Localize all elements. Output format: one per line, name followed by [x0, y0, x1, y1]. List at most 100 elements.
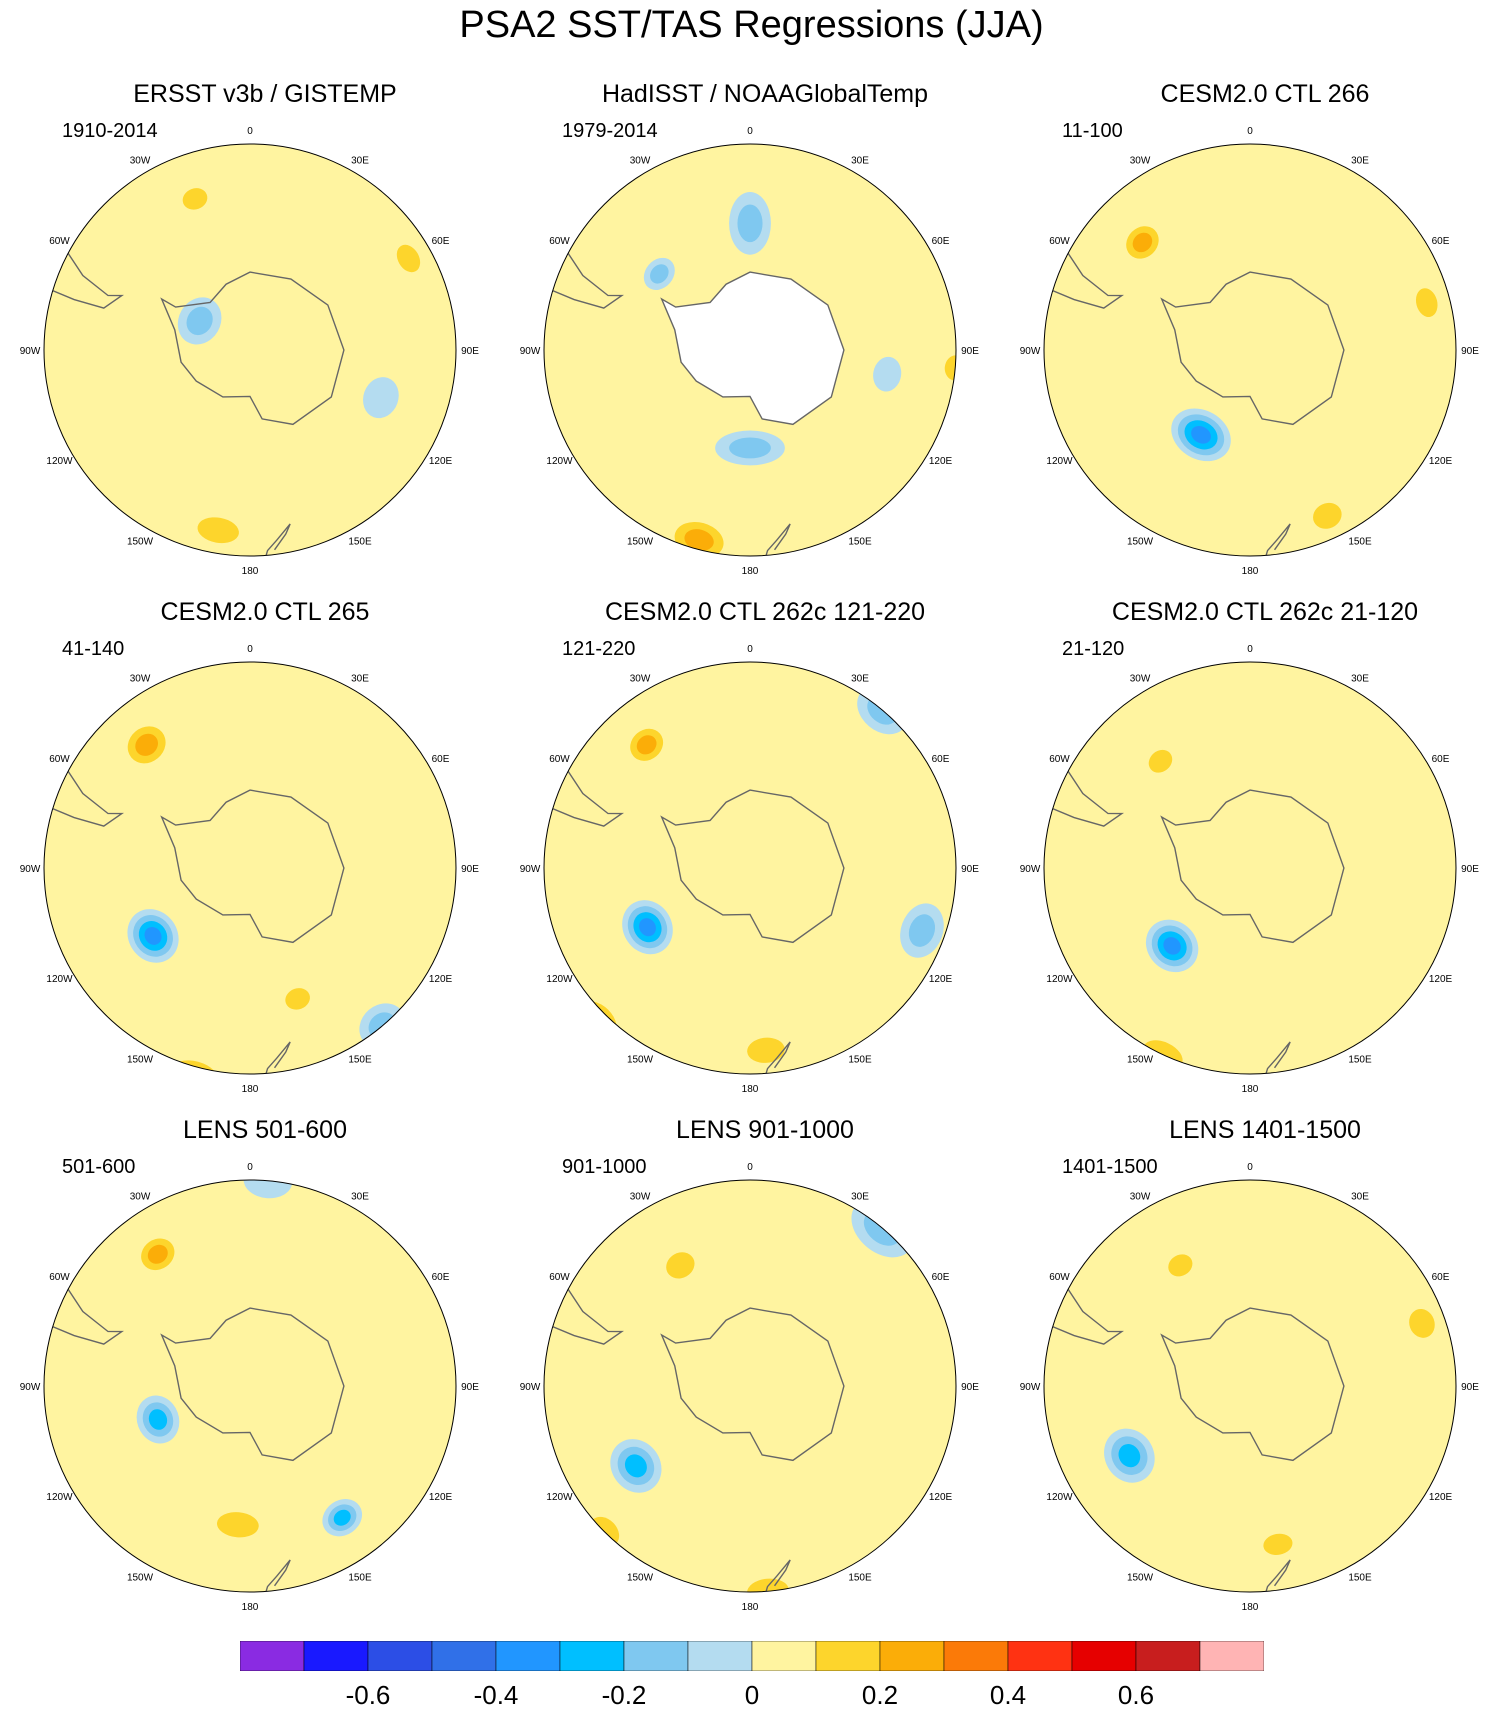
longitude-label: 90W	[1020, 864, 1041, 875]
longitude-label: 120E	[1429, 1492, 1453, 1503]
longitude-label: 60W	[549, 236, 570, 247]
longitude-label: 30W	[130, 673, 151, 684]
anomaly-contour	[1409, 1309, 1435, 1338]
longitude-label: 180	[242, 1602, 259, 1613]
longitude-label: 60W	[49, 236, 70, 247]
polar-map: 0 30E 60E 90E 120E 150E 180 150W 120W 90W 60W 30W	[1020, 126, 1480, 577]
colorbar-swatch	[687, 1641, 753, 1671]
anomaly-contour	[363, 377, 399, 419]
longitude-label: 120W	[1046, 1492, 1073, 1503]
polar-map: 0 30E 60E 90E 120E 150E 180 150W 120W 90W 60W 30W	[520, 644, 980, 1095]
continent-coastline	[1044, 227, 1124, 309]
panel-title: CESM2.0 CTL 266	[1160, 80, 1370, 108]
longitude-label: 150W	[127, 1573, 154, 1584]
anomaly-contour	[148, 1409, 168, 1430]
anomaly-contour	[135, 733, 159, 756]
continent-coastline	[823, 1142, 901, 1174]
polar-map: 0 30E 60E 90E 120E 150E 180 150W 120W 90W 60W 30W	[20, 1162, 480, 1613]
antarctica-coastline	[1160, 1307, 1345, 1462]
longitude-label: 60E	[932, 1272, 950, 1283]
map-panel: CESM2.0 CTL 266 11-100 0 30E 60E 90E 120E 150E 1…	[1020, 80, 1500, 590]
panel-title: ERSST v3b / GISTEMP	[133, 80, 397, 108]
longitude-label: 120W	[1046, 456, 1073, 467]
longitude-label: 30W	[630, 673, 651, 684]
longitude-label: 60W	[49, 1272, 70, 1283]
panel-title: CESM2.0 CTL 262c 121-220	[604, 598, 926, 626]
anomaly-contour	[873, 356, 902, 392]
antarctica-coastline	[160, 271, 345, 426]
longitude-label: 150E	[848, 1055, 872, 1066]
map-border	[543, 661, 957, 1075]
anomaly-contour	[908, 914, 936, 947]
longitude-label: 120E	[929, 456, 953, 467]
colorbar-swatch	[879, 1641, 945, 1671]
panel-period: 11-100	[1062, 120, 1123, 142]
polar-map: 0 30E 60E 90E 120E 150E 180 150W 120W 90W 60W 30W	[520, 126, 980, 577]
longitude-label: 90W	[520, 1382, 541, 1393]
longitude-label: 0	[1247, 1162, 1253, 1173]
map-border	[1043, 661, 1457, 1075]
map-panel: HadISST / NOAAGlobalTemp 1979-2014 0 30E 60E…	[520, 80, 1000, 590]
longitude-label: 30W	[1130, 673, 1151, 684]
anomaly-contour	[737, 204, 763, 243]
longitude-label: 150E	[348, 537, 372, 548]
map-background	[44, 144, 456, 556]
continent-coastline	[1323, 1142, 1401, 1174]
continent-coastline	[263, 1041, 291, 1074]
longitude-label: 90W	[1020, 346, 1041, 357]
longitude-label: 120E	[929, 974, 953, 985]
longitude-label: 90E	[461, 864, 479, 875]
longitude-label: 120W	[46, 456, 73, 467]
anomaly-contour	[144, 926, 162, 945]
longitude-label: 60E	[432, 754, 450, 765]
longitude-label: 180	[742, 1602, 759, 1613]
antarctica-coastline	[660, 789, 845, 944]
colorbar-swatch	[815, 1641, 881, 1671]
continent-coastline	[323, 106, 401, 138]
colorbar-tick-label: 0.2	[861, 1680, 899, 1710]
longitude-label: 180	[742, 566, 759, 577]
longitude-label: 30E	[351, 673, 369, 684]
polar-map: 0 30E 60E 90E 120E 150E 180 150W 120W 90W 60W 30W	[20, 644, 480, 1095]
longitude-label: 180	[1242, 566, 1259, 577]
anomaly-contour	[0, 864, 15, 916]
longitude-label: 150E	[1348, 1573, 1372, 1584]
anomaly-contour	[1132, 232, 1153, 253]
panel-period: 121-220	[562, 638, 636, 660]
anomaly-contour	[333, 1509, 351, 1526]
longitude-label: 30E	[851, 1191, 869, 1202]
colorbar-swatch	[1007, 1641, 1073, 1671]
longitude-label: 60W	[1049, 236, 1070, 247]
longitude-label: 150W	[1127, 1055, 1154, 1066]
longitude-label: 60E	[1432, 1272, 1450, 1283]
longitude-label: 120W	[546, 456, 573, 467]
anomaly-contour	[650, 264, 669, 284]
longitude-label: 60E	[932, 236, 950, 247]
longitude-label: 30E	[1351, 155, 1369, 166]
colorbar-swatch	[367, 1641, 433, 1671]
longitude-label: 150W	[1127, 1573, 1154, 1584]
anomaly-contour	[684, 529, 714, 551]
figure-title: PSA2 SST/TAS Regressions (JJA)	[459, 4, 1044, 46]
longitude-label: 60E	[932, 754, 950, 765]
longitude-label: 90E	[961, 864, 979, 875]
longitude-label: 120E	[1429, 456, 1453, 467]
panel-title: CESM2.0 CTL 265	[160, 598, 370, 626]
longitude-label: 60E	[432, 1272, 450, 1283]
longitude-label: 180	[742, 1084, 759, 1095]
continent-coastline	[263, 1559, 291, 1592]
longitude-label: 30E	[851, 673, 869, 684]
longitude-label: 120W	[46, 974, 73, 985]
map-border	[1043, 1179, 1457, 1593]
longitude-label: 0	[247, 126, 253, 137]
map-border	[43, 1179, 457, 1593]
anomaly-contour	[0, 879, 4, 901]
anomaly-contour	[147, 1244, 168, 1264]
panel-title: HadISST / NOAAGlobalTemp	[601, 80, 929, 108]
longitude-label: 180	[242, 1084, 259, 1095]
longitude-label: 120W	[1046, 974, 1073, 985]
longitude-label: 30E	[1351, 673, 1369, 684]
longitude-label: 0	[247, 1162, 253, 1173]
polar-map: 0 30E 60E 90E 120E 150E 180 150W 120W 90W 60W 30W	[1020, 644, 1480, 1095]
colorbar-swatch	[559, 1641, 625, 1671]
